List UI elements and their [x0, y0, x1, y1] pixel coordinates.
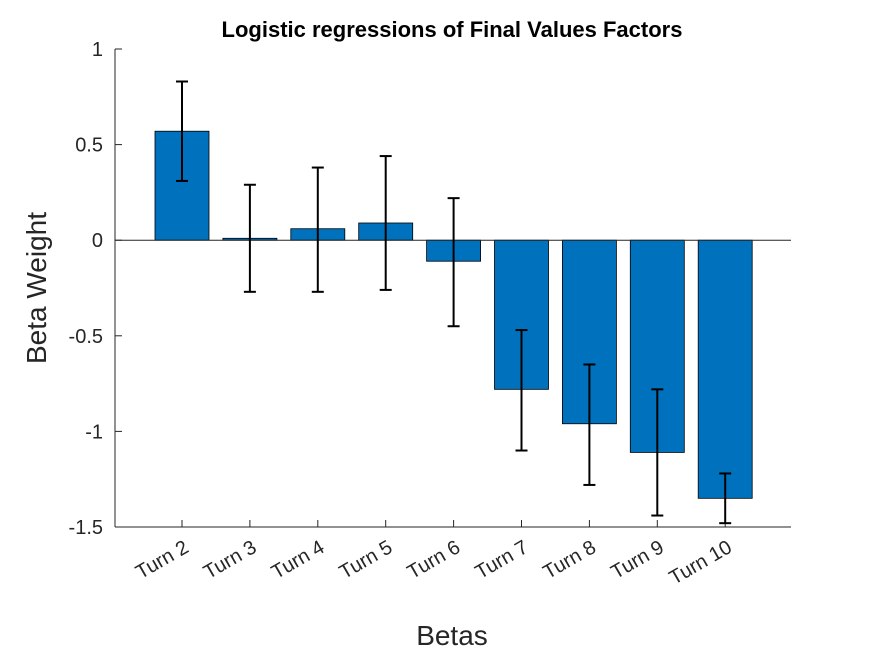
x-tick-label: Turn 8 [539, 536, 599, 584]
x-tick-label: Turn 9 [607, 536, 667, 584]
error-bar [583, 363, 596, 486]
error-bar [243, 183, 256, 293]
x-tick-label: Turn 5 [336, 536, 396, 584]
x-tick-label: Turn 7 [472, 536, 532, 584]
x-tick-label: Turn 3 [200, 536, 260, 584]
error-bar [311, 166, 324, 293]
y-tick-label: -1.5 [69, 517, 103, 539]
error-bar [719, 472, 732, 525]
error-bar [379, 155, 392, 291]
x-tick-label: Turn 2 [132, 536, 192, 584]
x-tick-label: Turn 6 [404, 536, 464, 584]
error-bar [651, 388, 664, 517]
bar-turn-10 [697, 239, 753, 499]
error-bar [176, 80, 188, 182]
y-tick-label: 1 [92, 39, 103, 61]
x-tick-label: Turn 4 [268, 536, 328, 584]
y-tick-label: -0.5 [69, 326, 103, 348]
y-tick-label: 0.5 [75, 135, 103, 157]
error-bar [515, 329, 528, 452]
y-tick-label: -1 [85, 421, 103, 443]
y-axis-label: Beta Weight [21, 212, 52, 364]
x-tick-label: Turn 10 [666, 536, 736, 589]
y-tick-label: 0 [92, 230, 103, 252]
x-axis-label: Betas [416, 620, 488, 651]
chart-title: Logistic regressions of Final Values Fac… [222, 17, 683, 42]
error-bar [447, 197, 460, 328]
